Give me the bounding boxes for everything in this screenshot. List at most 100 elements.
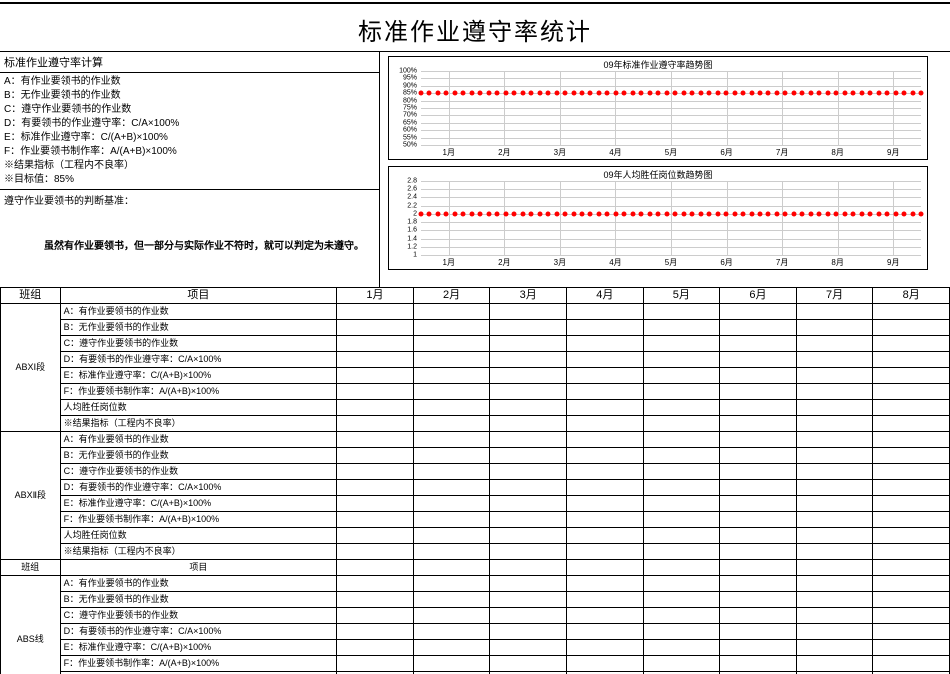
- target-dot: [520, 211, 525, 216]
- table-cell: [566, 384, 643, 400]
- chart-xtick: 3月: [554, 257, 566, 268]
- target-dot: [571, 211, 576, 216]
- table-cell: [643, 368, 720, 384]
- calc-header: 标准作业遵守率计算: [0, 52, 379, 73]
- table-cell: [337, 464, 414, 480]
- target-dot: [486, 91, 491, 96]
- table-cell: [490, 576, 567, 592]
- chart-title: 09年标准作业遵守率趋势图: [389, 57, 927, 72]
- col-header-group: 班组: [1, 288, 61, 304]
- item-cell: F：作业要领书制作率：A/(A+B)×100%: [60, 656, 337, 672]
- table-cell: [796, 480, 873, 496]
- target-dot: [825, 211, 830, 216]
- table-cell: [490, 640, 567, 656]
- target-dot: [808, 91, 813, 96]
- table-cell: [796, 592, 873, 608]
- table-cell: [643, 480, 720, 496]
- chart-vgridline: [560, 71, 561, 145]
- chart-vgridline: [615, 71, 616, 145]
- table-cell: [490, 608, 567, 624]
- table-cell: [490, 400, 567, 416]
- target-dot: [613, 91, 618, 96]
- target-dot: [605, 91, 610, 96]
- target-dot: [783, 211, 788, 216]
- chart-ytick: 90%: [403, 82, 417, 89]
- target-dot: [919, 91, 924, 96]
- chart-vgridline: [782, 71, 783, 145]
- target-dot: [868, 91, 873, 96]
- col-header-month: 6月: [720, 288, 797, 304]
- chart-vgridline: [782, 181, 783, 255]
- table-cell: [566, 656, 643, 672]
- table-cell: [566, 416, 643, 432]
- target-dot: [554, 211, 559, 216]
- item-cell: 人均胜任岗位数: [60, 528, 337, 544]
- chart-ytick: 95%: [403, 75, 417, 82]
- chart-vgridline: [449, 181, 450, 255]
- table-cell: [643, 592, 720, 608]
- chart-vgridline: [727, 181, 728, 255]
- table-cell: [643, 384, 720, 400]
- table-cell: [796, 560, 873, 576]
- target-dot: [427, 211, 432, 216]
- chart-vgridline: [727, 71, 728, 145]
- target-dot: [817, 211, 822, 216]
- table-cell: [337, 576, 414, 592]
- table-cell: [796, 496, 873, 512]
- table-cell: [413, 432, 490, 448]
- chart-vgridline: [893, 71, 894, 145]
- target-dot: [503, 91, 508, 96]
- target-dot: [859, 211, 864, 216]
- target-dot: [715, 211, 720, 216]
- table-cell: [337, 528, 414, 544]
- table-cell: [566, 528, 643, 544]
- table-cell: [873, 512, 950, 528]
- table-cell: [337, 656, 414, 672]
- table-cell: [720, 464, 797, 480]
- item-cell: B：无作业要领书的作业数: [60, 320, 337, 336]
- table-cell: [337, 608, 414, 624]
- target-dot: [715, 91, 720, 96]
- chart-vgridline: [838, 71, 839, 145]
- table-cell: [566, 608, 643, 624]
- chart-ytick: 85%: [403, 90, 417, 97]
- table-cell: [873, 448, 950, 464]
- calc-line: D：有要领书的作业遵守率：C/A×100%: [4, 117, 375, 131]
- page-title: 标准作业遵守率统计: [0, 4, 950, 51]
- table-cell: [873, 480, 950, 496]
- table-row: ABXⅡ段A：有作业要领书的作业数: [1, 432, 950, 448]
- table-cell: [873, 560, 950, 576]
- table-cell: [720, 512, 797, 528]
- target-dot: [495, 211, 500, 216]
- target-dot: [605, 211, 610, 216]
- target-dot: [435, 211, 440, 216]
- target-dot: [469, 91, 474, 96]
- chart-xaxis: 1月2月3月4月5月6月7月8月9月: [421, 257, 921, 269]
- table-cell: [566, 368, 643, 384]
- chart-ytick: 2: [413, 210, 417, 217]
- table-cell: [873, 416, 950, 432]
- target-dot: [469, 211, 474, 216]
- table-cell: [643, 464, 720, 480]
- target-dot: [622, 91, 627, 96]
- target-dot: [520, 91, 525, 96]
- table-cell: [873, 368, 950, 384]
- table-cell: [413, 448, 490, 464]
- target-dot: [749, 91, 754, 96]
- table-cell: [796, 304, 873, 320]
- target-dot: [842, 211, 847, 216]
- target-dot: [910, 91, 915, 96]
- table-cell: [490, 624, 567, 640]
- table-cell: [873, 464, 950, 480]
- table-cell: [796, 320, 873, 336]
- chart-xtick: 6月: [720, 257, 732, 268]
- table-cell: [490, 464, 567, 480]
- table-cell: [337, 448, 414, 464]
- target-dot: [825, 91, 830, 96]
- target-dot: [876, 211, 881, 216]
- chart-ytick: 80%: [403, 97, 417, 104]
- target-dot: [639, 211, 644, 216]
- item-cell: D：有要领书的作业遵守率：C/A×100%: [60, 352, 337, 368]
- table-cell: [643, 560, 720, 576]
- table-cell: [796, 336, 873, 352]
